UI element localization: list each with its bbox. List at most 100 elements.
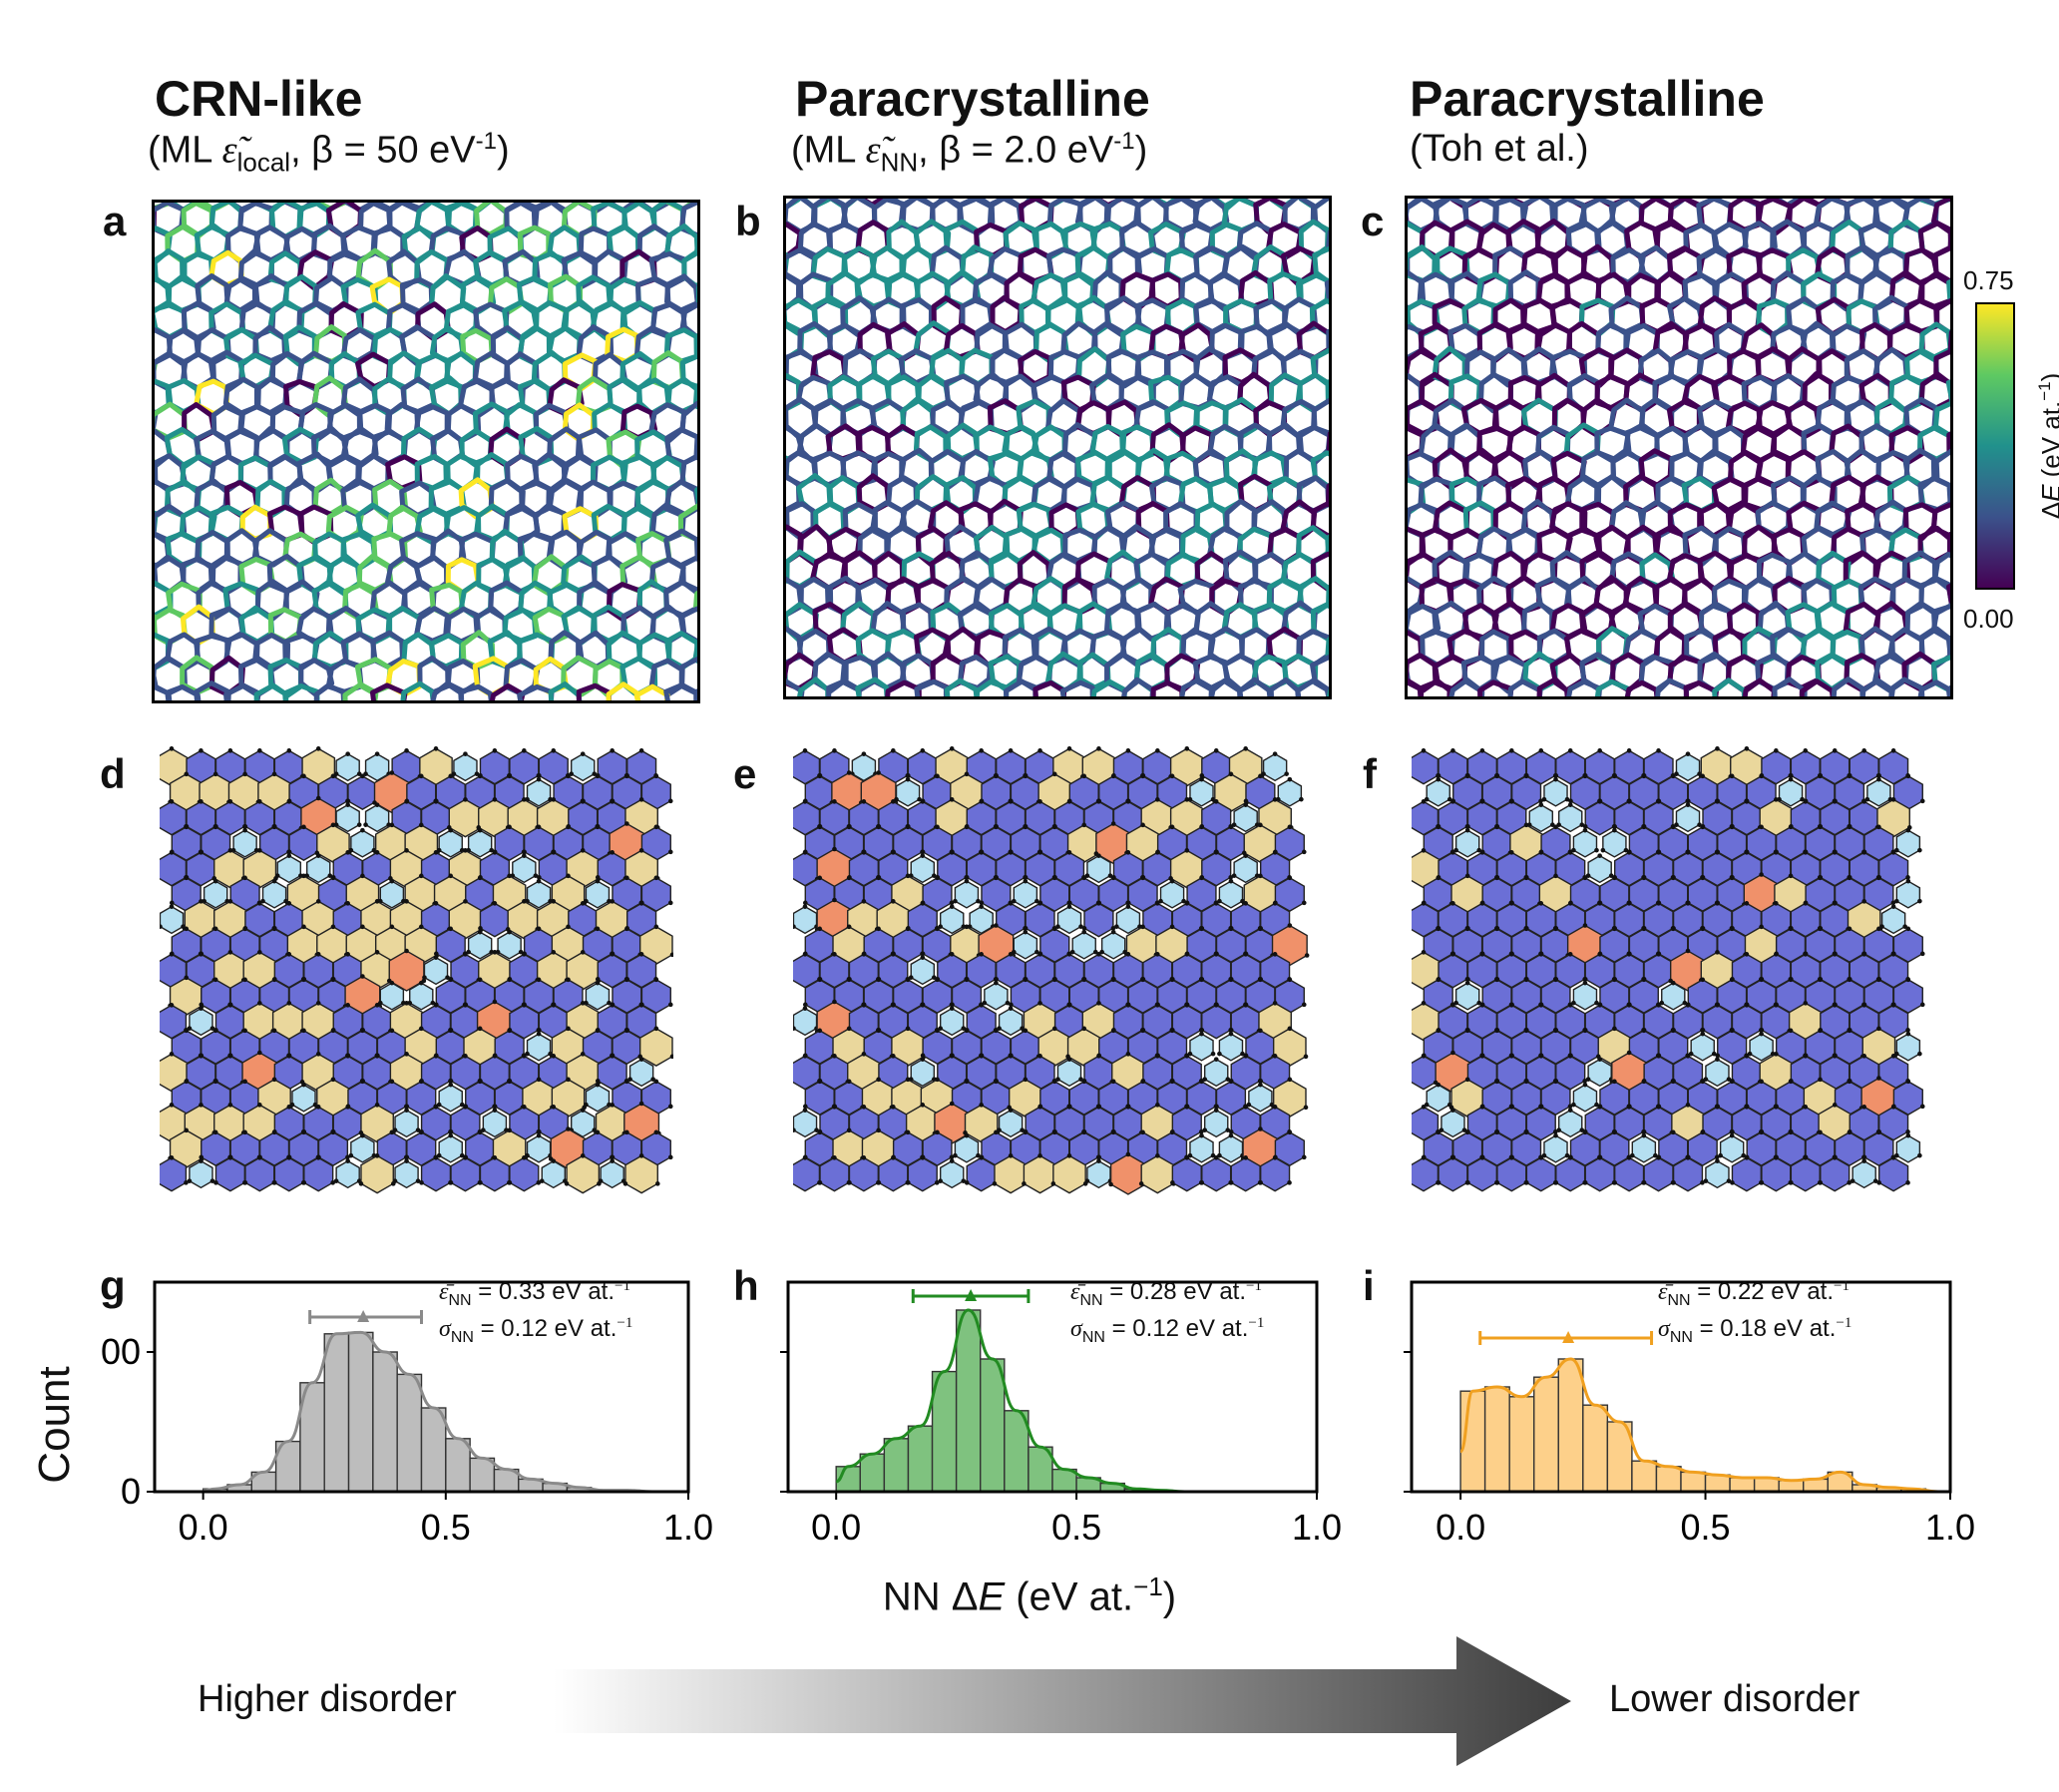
hexagon-ring: [1201, 1156, 1232, 1192]
atom-dot: [1670, 824, 1676, 830]
ring-bond: [1325, 379, 1329, 405]
atom-dot: [847, 1180, 852, 1185]
atom-dot: [1641, 773, 1647, 779]
atom-dot: [1243, 802, 1248, 807]
ring-bond: [458, 683, 494, 700]
atom-dot: [876, 1028, 881, 1034]
atom-dot: [584, 1102, 589, 1108]
atom-dot: [389, 1028, 395, 1034]
atom-dot: [199, 899, 204, 904]
atom-dot: [536, 1180, 542, 1185]
atom-dot: [1096, 799, 1101, 804]
atom-dot: [1917, 1051, 1922, 1057]
histogram-h: 0.0 0.5 1.0: [780, 1280, 1342, 1548]
atom-dot: [1582, 1082, 1588, 1088]
atom-dot: [169, 746, 175, 751]
atom-dot: [477, 773, 483, 779]
atom-dot: [905, 926, 911, 932]
atom-dot: [1803, 1105, 1809, 1110]
atom-dot: [994, 1028, 999, 1034]
atom-dot: [212, 1129, 218, 1135]
atom-dot: [1450, 1108, 1455, 1113]
ring-bond: [1121, 676, 1156, 696]
pentagon-ring: [276, 854, 302, 884]
atom-dot: [212, 1079, 218, 1085]
ring-bond: [1536, 676, 1570, 696]
atom-dot: [876, 926, 881, 932]
atom-dot: [1919, 1104, 1925, 1110]
atom-dot: [271, 1077, 277, 1083]
atom-dot: [1715, 1003, 1720, 1008]
atom-dot: [1818, 1129, 1823, 1135]
atom-dot: [1081, 822, 1087, 828]
atom-dot: [184, 1180, 189, 1185]
atom-dot: [1140, 875, 1145, 881]
atom-dot: [891, 1003, 896, 1008]
atom-dot: [1774, 1052, 1779, 1057]
atom-dot: [1641, 1129, 1647, 1134]
atom-dot: [433, 951, 439, 957]
atom-dot: [964, 875, 970, 880]
atom-dot: [1436, 824, 1441, 830]
atom-dot: [964, 924, 970, 930]
atom-dot: [832, 1105, 837, 1110]
atom-dot: [330, 773, 336, 779]
atom-dot: [1155, 901, 1160, 906]
atom-dot: [257, 848, 262, 853]
atom-dot: [1700, 1031, 1706, 1037]
bond-network: [1408, 199, 1950, 696]
pentagon-ring: [939, 1007, 965, 1037]
atom-dot: [1890, 900, 1896, 906]
atom-dot: [906, 773, 911, 778]
atom-dot: [1096, 1154, 1102, 1160]
atom-dot: [1656, 799, 1661, 804]
atom-dot: [1700, 977, 1706, 983]
atom-dot: [522, 853, 527, 858]
atom-dot: [213, 1180, 218, 1185]
atom-dot: [1155, 1054, 1160, 1059]
atom-dot: [433, 1155, 439, 1160]
atom-dot: [1523, 1079, 1529, 1085]
atom-dot: [1465, 977, 1470, 982]
atom-dot: [1066, 850, 1072, 855]
atom-dot: [566, 824, 571, 830]
atom-dot: [817, 1079, 823, 1085]
atom-dot: [846, 824, 852, 830]
atom-dot: [358, 1181, 364, 1186]
atom-dot: [301, 824, 306, 830]
atom-dot: [199, 952, 204, 957]
pentagon-ring: [1719, 1134, 1745, 1163]
atom-dot: [1213, 1003, 1219, 1008]
atom-dot: [1228, 977, 1234, 983]
atom-dot: [964, 1132, 970, 1138]
atom-dot: [1700, 1079, 1706, 1085]
atom-dot: [1110, 1079, 1116, 1085]
atom-dot: [422, 975, 427, 980]
atom-dot: [492, 797, 498, 802]
atom-dot: [1202, 1127, 1207, 1132]
pentagon-ring: [189, 1159, 213, 1189]
atom-dot: [418, 980, 424, 986]
atom-dot: [1818, 773, 1823, 779]
pentagon-ring: [203, 880, 228, 909]
atom-dot: [1685, 948, 1691, 954]
atom-dot: [1184, 746, 1190, 751]
atom-dot: [315, 853, 321, 858]
atom-dot: [1023, 1028, 1029, 1034]
atom-dot: [1523, 773, 1529, 779]
atom-dot: [861, 1052, 867, 1057]
panel-letter-a: a: [103, 198, 127, 244]
atom-dot: [507, 1127, 512, 1133]
ring-bond: [400, 680, 436, 700]
atom-dot: [404, 1158, 409, 1163]
atom-dot: [1671, 1180, 1676, 1185]
atom-dot: [1685, 850, 1691, 855]
ring-bond: [797, 676, 831, 696]
atom-dot: [184, 926, 190, 932]
atom-dot: [477, 1079, 483, 1085]
pentagon-ring: [526, 778, 552, 807]
atom-dot: [227, 899, 233, 904]
atom-dot: [1788, 776, 1794, 782]
atom-dot: [330, 924, 336, 930]
pentagon-ring: [1661, 982, 1686, 1011]
